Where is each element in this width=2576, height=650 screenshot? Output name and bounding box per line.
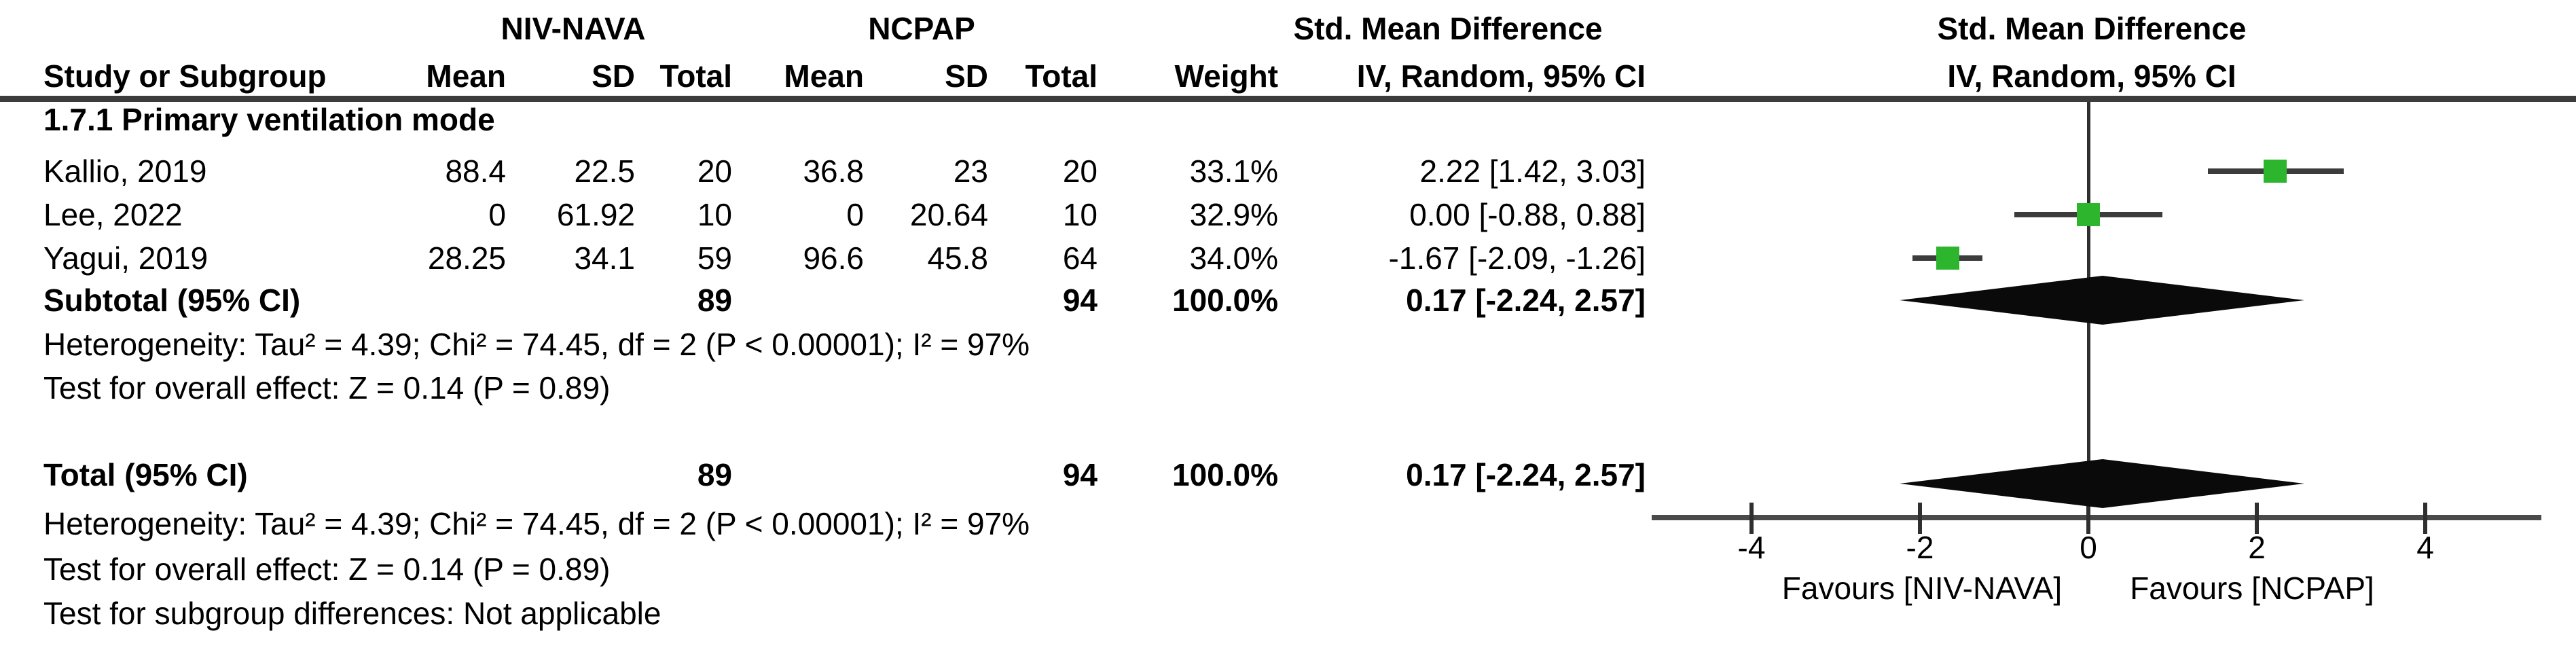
axis-tick (2423, 503, 2427, 534)
mean1-column-header: Mean (426, 58, 506, 94)
total1-column-header: Total (659, 58, 732, 94)
axis-tick (2255, 503, 2259, 534)
total-total1: 89 (697, 457, 732, 492)
x-axis-label-right: Favours [NCPAP] (2130, 571, 2374, 606)
effect-square-marker (1936, 247, 1959, 270)
axis-tick-label: 0 (2080, 530, 2097, 565)
effect-square-marker (2077, 203, 2100, 226)
mean2-column-header: Mean (784, 58, 864, 94)
total1-value: 10 (697, 197, 732, 232)
weight-column-header: Weight (1174, 58, 1278, 94)
mean1-value: 28.25 (427, 240, 506, 276)
sd1-value: 22.5 (574, 154, 635, 189)
x-axis-label-left: Favours [NIV-NAVA] (1781, 571, 2063, 606)
mean1-value: 88.4 (445, 154, 506, 189)
mean2-value: 0 (846, 197, 864, 232)
sd2-value: 23 (953, 154, 988, 189)
axis-tick (1749, 503, 1754, 534)
study-column-header: Study or Subgroup (43, 58, 327, 94)
subgroup-heterogeneity-text: Heterogeneity: Tau² = 4.39; Chi² = 74.45… (43, 327, 1030, 362)
smd-ci-value: 0.00 [-0.88, 0.88] (1409, 197, 1646, 232)
group2-header: NCPAP (868, 11, 975, 46)
sd2-value: 20.64 (909, 197, 988, 232)
axis-tick-label: -2 (1906, 530, 1934, 565)
subgroup-overall-effect-text: Test for overall effect: Z = 0.14 (P = 0… (43, 370, 611, 405)
weight-value: 33.1% (1189, 154, 1278, 189)
subtotal-weight: 100.0% (1172, 283, 1278, 318)
x-axis (1652, 515, 2541, 520)
sd1-value: 61.92 (556, 197, 635, 232)
total-overall-effect-text: Test for overall effect: Z = 0.14 (P = 0… (43, 552, 611, 587)
total2-value: 64 (1062, 240, 1097, 276)
header-rule (0, 96, 2576, 102)
weight-value: 32.9% (1189, 197, 1278, 232)
subtotal-total2: 94 (1062, 283, 1097, 318)
axis-tick-label: -4 (1737, 530, 1766, 565)
effect-column-title: Std. Mean Difference (1293, 11, 1603, 46)
total2-value: 20 (1062, 154, 1097, 189)
total-diamond (1900, 459, 2305, 508)
total-heterogeneity-text: Heterogeneity: Tau² = 4.39; Chi² = 74.45… (43, 506, 1030, 541)
weight-value: 34.0% (1189, 240, 1278, 276)
smd-ci-value: 2.22 [1.42, 3.03] (1419, 154, 1646, 189)
total1-value: 20 (697, 154, 732, 189)
subtotal-smd-ci: 0.17 [-2.24, 2.57] (1406, 283, 1646, 318)
mean2-value: 96.6 (803, 240, 864, 276)
total-weight: 100.0% (1172, 457, 1278, 492)
study-name: Lee, 2022 (43, 197, 183, 232)
axis-tick-label: 4 (2416, 530, 2434, 565)
study-name: Yagui, 2019 (43, 240, 208, 276)
effect-column-subtitle: IV, Random, 95% CI (1356, 58, 1646, 94)
total2-column-header: Total (1025, 58, 1097, 94)
mean2-value: 36.8 (803, 154, 864, 189)
study-name: Kallio, 2019 (43, 154, 207, 189)
group1-header: NIV-NAVA (501, 11, 646, 46)
sd1-column-header: SD (592, 58, 635, 94)
axis-tick-label: 2 (2248, 530, 2266, 565)
mean1-value: 0 (488, 197, 506, 232)
total-label: Total (95% CI) (43, 457, 248, 492)
smd-ci-value: -1.67 [-2.09, -1.26] (1388, 240, 1646, 276)
subgroup-title: 1.7.1 Primary ventilation mode (43, 102, 495, 137)
total-total2: 94 (1062, 457, 1097, 492)
subtotal-diamond (1900, 276, 2305, 325)
total-smd-ci: 0.17 [-2.24, 2.57] (1406, 457, 1646, 492)
subtotal-total1: 89 (697, 283, 732, 318)
subgroup-differences-text: Test for subgroup differences: Not appli… (43, 596, 661, 631)
axis-tick (2086, 503, 2090, 534)
sd2-column-header: SD (945, 58, 988, 94)
plot-column-title: Std. Mean Difference (1937, 11, 2247, 46)
sd2-value: 45.8 (927, 240, 988, 276)
axis-tick (1918, 503, 1922, 534)
effect-square-marker (2264, 160, 2287, 183)
plot-column-subtitle: IV, Random, 95% CI (1947, 58, 2236, 94)
total2-value: 10 (1062, 197, 1097, 232)
subtotal-label: Subtotal (95% CI) (43, 283, 301, 318)
total1-value: 59 (697, 240, 732, 276)
sd1-value: 34.1 (574, 240, 635, 276)
